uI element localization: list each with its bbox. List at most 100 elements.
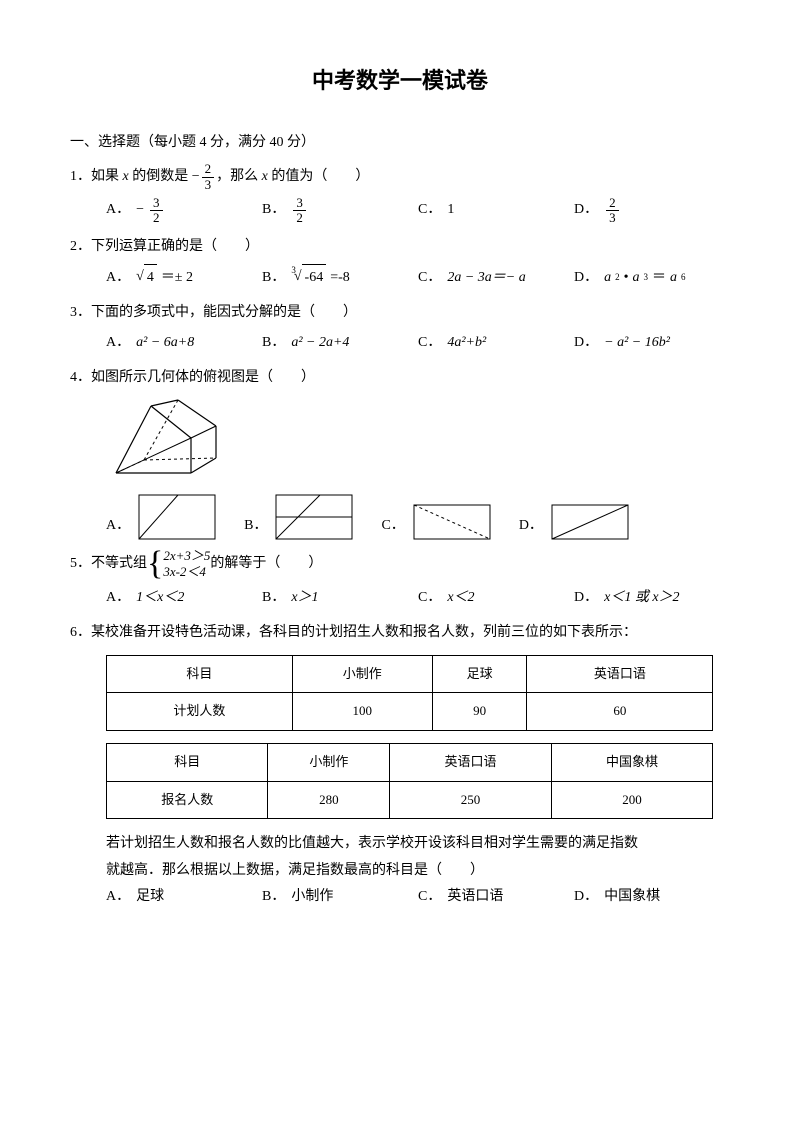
brace-icon: { bbox=[147, 549, 163, 580]
q3-option-a[interactable]: A．a² − 6a+8 bbox=[106, 330, 262, 357]
label-a: A． bbox=[106, 197, 130, 224]
q2-c-val: 2a − 3a＝− a bbox=[447, 265, 525, 292]
q2-b-eq: =-8 bbox=[330, 265, 350, 292]
q4-stem: 4．如图所示几何体的俯视图是（ ） bbox=[70, 365, 730, 392]
question-6: 6．某校准备开设特色活动课，各科目的计划招生人数和报名人数，列前三位的如下表所示… bbox=[70, 620, 730, 911]
q1-text-d: 的值为（ ） bbox=[268, 169, 370, 184]
sqrt-index: 3 bbox=[291, 262, 296, 279]
q6-note2: 就越高．那么根据以上数据，满足指数最高的科目是（ ） bbox=[70, 858, 730, 885]
q6-option-d[interactable]: D．中国象棋 bbox=[574, 884, 730, 911]
q2-option-a[interactable]: A．√4＝± 2 bbox=[106, 264, 262, 292]
q6-option-c[interactable]: C．英语口语 bbox=[418, 884, 574, 911]
cell: 小制作 bbox=[292, 655, 432, 693]
q6-note1: 若计划招生人数和报名人数的比值越大，表示学校开设该科目相对学生需要的满足指数 bbox=[70, 831, 730, 858]
label-b: B． bbox=[262, 585, 285, 612]
label-d: D． bbox=[574, 884, 598, 911]
q6-c-val: 英语口语 bbox=[447, 884, 503, 911]
q3-option-d[interactable]: D．− a² − 16b² bbox=[574, 330, 730, 357]
topview-a-icon bbox=[138, 494, 216, 540]
q6-b-val: 小制作 bbox=[291, 884, 333, 911]
cell: 英语口语 bbox=[390, 743, 551, 781]
q5-b-val: x＞1 bbox=[291, 585, 318, 612]
sqrt-radicand: -64 bbox=[302, 264, 327, 292]
label-b: B． bbox=[262, 197, 285, 224]
frac-num: 2 bbox=[606, 196, 619, 211]
cell: 科目 bbox=[107, 655, 293, 693]
q6-a-val: 足球 bbox=[136, 884, 164, 911]
q1-option-d[interactable]: D．23 bbox=[574, 196, 730, 226]
q4-option-b[interactable]: B． bbox=[244, 494, 353, 540]
q1-option-b[interactable]: B． 32 bbox=[262, 196, 418, 226]
q5-text-b: 的解等于（ ） bbox=[210, 551, 322, 578]
q1-text-c: ，那么 bbox=[216, 169, 262, 184]
cell: 计划人数 bbox=[107, 693, 293, 731]
frac-den: 2 bbox=[293, 211, 306, 225]
q2-a-eq: ＝± 2 bbox=[161, 265, 193, 292]
exp: 2 bbox=[615, 269, 620, 286]
label-b: B． bbox=[262, 330, 285, 357]
q6-option-a[interactable]: A．足球 bbox=[106, 884, 262, 911]
cell: 60 bbox=[527, 693, 713, 731]
question-4: 4．如图所示几何体的俯视图是（ ） A． bbox=[70, 365, 730, 540]
q2-option-b[interactable]: B．3√-64=-8 bbox=[262, 264, 418, 292]
q3-b-val: a² − 2a+4 bbox=[291, 330, 349, 357]
q1-text-b: 的倒数是 bbox=[129, 169, 189, 184]
q1-option-a[interactable]: A．−32 bbox=[106, 196, 262, 226]
table-row: 报名人数 280 250 200 bbox=[107, 781, 713, 819]
var-a: a bbox=[604, 265, 611, 292]
label-d: D． bbox=[574, 265, 598, 292]
cell: 足球 bbox=[432, 655, 527, 693]
q3-option-c[interactable]: C．4a²+b² bbox=[418, 330, 574, 357]
q5-option-c[interactable]: C．x＜2 bbox=[418, 585, 574, 612]
q1-option-c[interactable]: C．1 bbox=[418, 196, 574, 226]
q3-stem: 3．下面的多项式中，能因式分解的是（ ） bbox=[70, 300, 730, 327]
label-d: D． bbox=[574, 330, 598, 357]
cell: 科目 bbox=[107, 743, 268, 781]
cell: 100 bbox=[292, 693, 432, 731]
q3-d-val: − a² − 16b² bbox=[604, 330, 670, 357]
frac-den: 2 bbox=[150, 211, 163, 225]
cell: 中国象棋 bbox=[551, 743, 712, 781]
topview-b-icon bbox=[275, 494, 353, 540]
q4-option-a[interactable]: A． bbox=[106, 494, 216, 540]
q4-option-c[interactable]: C． bbox=[381, 504, 490, 540]
question-3: 3．下面的多项式中，能因式分解的是（ ） A．a² − 6a+8 B．a² − … bbox=[70, 300, 730, 357]
q6-option-b[interactable]: B．小制作 bbox=[262, 884, 418, 911]
question-2: 2．下列运算正确的是（ ） A．√4＝± 2 B．3√-64=-8 C．2a −… bbox=[70, 234, 730, 292]
q2-option-c[interactable]: C．2a − 3a＝− a bbox=[418, 264, 574, 292]
q6-table-1: 科目 小制作 足球 英语口语 计划人数 100 90 60 bbox=[106, 655, 713, 731]
q5-option-a[interactable]: A．1＜x＜2 bbox=[106, 585, 262, 612]
q2-stem: 2．下列运算正确的是（ ） bbox=[70, 234, 730, 261]
frac-num: 2 bbox=[202, 162, 215, 177]
q5-option-d[interactable]: D．x＜1 或 x＞2 bbox=[574, 585, 730, 612]
q1-c-val: 1 bbox=[447, 197, 454, 224]
label-a: A． bbox=[106, 330, 130, 357]
q5-option-b[interactable]: B．x＞1 bbox=[262, 585, 418, 612]
q6-table-2: 科目 小制作 英语口语 中国象棋 报名人数 280 250 200 bbox=[106, 743, 713, 819]
q5-d-val: x＜1 或 x＞2 bbox=[604, 585, 679, 612]
frac-num: 3 bbox=[293, 196, 306, 211]
cell: 280 bbox=[268, 781, 390, 819]
q5-eq1: 2x+3＞5 bbox=[163, 548, 210, 565]
q3-option-b[interactable]: B．a² − 2a+4 bbox=[262, 330, 418, 357]
var-a: a bbox=[633, 265, 640, 292]
sqrt-radicand: 4 bbox=[144, 264, 157, 292]
section-heading: 一、选择题（每小题 4 分，满分 40 分） bbox=[70, 130, 730, 157]
page-title: 中考数学一模试卷 bbox=[70, 60, 730, 102]
q3-a-val: a² − 6a+8 bbox=[136, 330, 194, 357]
q3-c-val: 4a²+b² bbox=[447, 330, 486, 357]
label-a: A． bbox=[106, 884, 130, 911]
table-row: 科目 小制作 足球 英语口语 bbox=[107, 655, 713, 693]
label-c: C． bbox=[418, 197, 441, 224]
q4-option-d[interactable]: D． bbox=[519, 504, 629, 540]
table-row: 计划人数 100 90 60 bbox=[107, 693, 713, 731]
frac-den: 3 bbox=[202, 178, 215, 192]
label-b: B． bbox=[262, 884, 285, 911]
label-d: D． bbox=[519, 513, 543, 540]
question-5: 5．不等式组 { 2x+3＞5 3x-2＜4 的解等于（ ） A．1＜x＜2 B… bbox=[70, 548, 730, 612]
table-row: 科目 小制作 英语口语 中国象棋 bbox=[107, 743, 713, 781]
label-c: C． bbox=[418, 884, 441, 911]
q2-option-d[interactable]: D．a2•a3＝a6 bbox=[574, 264, 730, 292]
label-b: B． bbox=[244, 513, 267, 540]
label-b: B． bbox=[262, 265, 285, 292]
